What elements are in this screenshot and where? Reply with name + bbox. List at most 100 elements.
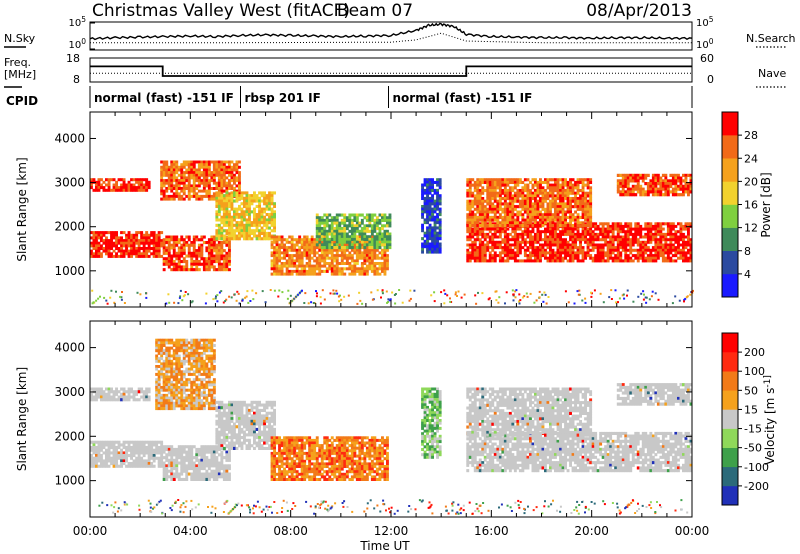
heatmap-cell	[433, 215, 437, 219]
heatmap-cell	[666, 246, 670, 250]
heatmap-cell	[360, 246, 364, 250]
heatmap-cell	[388, 216, 392, 220]
heatmap-cell	[654, 184, 658, 188]
heatmap-cell	[526, 246, 530, 250]
heatmap-cell	[513, 243, 517, 247]
heatmap-cell	[162, 238, 166, 242]
heatmap-cell	[574, 240, 577, 244]
heatmap-cell	[248, 229, 251, 233]
heatmap-cell	[205, 171, 209, 175]
heatmap-cell	[488, 205, 492, 209]
heatmap-cell	[145, 231, 149, 235]
heatmap-cell	[541, 251, 545, 255]
heatmap-cell	[308, 248, 312, 252]
heatmap-cell	[175, 184, 179, 188]
heatmap-cell	[556, 227, 560, 231]
heatmap-cell	[549, 202, 552, 206]
heatmap-cell	[182, 257, 186, 261]
heatmap-cell	[350, 224, 354, 228]
heatmap-cell	[132, 249, 136, 253]
heatmap-cell	[212, 160, 216, 164]
heatmap-cell	[571, 213, 575, 217]
heatmap-cell	[338, 243, 342, 247]
heatmap-cell	[165, 189, 169, 193]
heatmap-cell	[488, 189, 492, 193]
heatmap-cell	[100, 252, 103, 256]
heatmap-cell	[160, 189, 164, 193]
heatmap-cell	[122, 241, 126, 245]
heatmap-cell	[508, 232, 512, 236]
heatmap-cell	[539, 199, 542, 203]
heatmap-cell	[687, 235, 690, 239]
heatmap-cell	[606, 235, 610, 239]
heatmap-cell	[92, 247, 96, 250]
heatmap-cell	[100, 236, 103, 240]
heatmap-cell	[649, 184, 653, 188]
heatmap-cell	[483, 235, 487, 239]
heatmap-cell	[646, 232, 650, 236]
heatmap-cell	[649, 182, 653, 186]
heatmap-cell	[122, 178, 126, 182]
heatmap-scatter	[521, 296, 524, 299]
heatmap-cell	[626, 227, 630, 231]
heatmap-cell	[556, 202, 560, 206]
heatmap-cell	[348, 224, 352, 228]
heatmap-cell	[388, 218, 392, 222]
heatmap-cell	[338, 262, 342, 265]
heatmap-cell	[589, 213, 593, 217]
heatmap-cell	[130, 244, 133, 248]
heatmap-cell	[268, 231, 271, 235]
heatmap-cell	[340, 248, 344, 252]
heatmap-cell	[614, 222, 618, 226]
heatmap-cell	[167, 254, 171, 258]
heatmap-cell	[130, 247, 133, 250]
heatmap-cell	[122, 443, 126, 447]
heatmap-cell	[521, 199, 525, 203]
heatmap-cell	[207, 254, 211, 258]
heatmap-cell	[162, 160, 166, 164]
heatmap-cell	[616, 248, 620, 252]
heatmap-cell	[433, 250, 437, 254]
heatmap-cell	[240, 191, 244, 195]
heatmap-scatter	[671, 302, 674, 305]
heatmap-cell	[95, 451, 98, 455]
heatmap-cell	[584, 207, 587, 211]
heatmap-cell	[202, 163, 206, 167]
heatmap-cell	[255, 194, 259, 198]
heatmap-cell	[531, 222, 535, 226]
heatmap-cell	[664, 259, 668, 263]
heatmap-cell	[619, 256, 623, 260]
heatmap-cell	[358, 269, 362, 273]
heatmap-cell	[661, 251, 665, 255]
heatmap-cell	[192, 176, 196, 180]
heatmap-cell	[428, 186, 432, 190]
heatmap-cell	[664, 256, 668, 260]
heatmap-cell	[586, 227, 590, 231]
heatmap-cell	[491, 178, 495, 182]
heatmap-cell	[217, 265, 221, 269]
heatmap-cell	[255, 229, 259, 233]
heatmap-cell	[478, 202, 482, 206]
heatmap-cell	[546, 256, 550, 260]
heatmap-cell	[651, 182, 655, 186]
heatmap-cell	[513, 205, 517, 209]
heatmap-cell	[671, 187, 675, 191]
heatmap-cell	[689, 243, 693, 247]
heatmap-cell	[360, 251, 364, 255]
heatmap-cell	[325, 229, 329, 233]
heatmap-cell	[677, 179, 680, 183]
heatmap-cell	[228, 249, 231, 253]
heatmap-cell	[544, 210, 547, 214]
heatmap-cell	[631, 190, 635, 194]
heatmap-cell	[629, 222, 633, 226]
heatmap-scatter	[642, 290, 645, 293]
heatmap-cell	[423, 207, 427, 211]
heatmap-cell	[127, 249, 131, 253]
heatmap-cell	[363, 269, 367, 273]
heatmap-cell	[333, 229, 337, 233]
heatmap-cell	[476, 251, 480, 255]
heatmap-cell	[343, 224, 347, 228]
heatmap-cell	[531, 205, 535, 209]
heatmap-cell	[596, 243, 600, 247]
heatmap-cell	[526, 259, 530, 263]
